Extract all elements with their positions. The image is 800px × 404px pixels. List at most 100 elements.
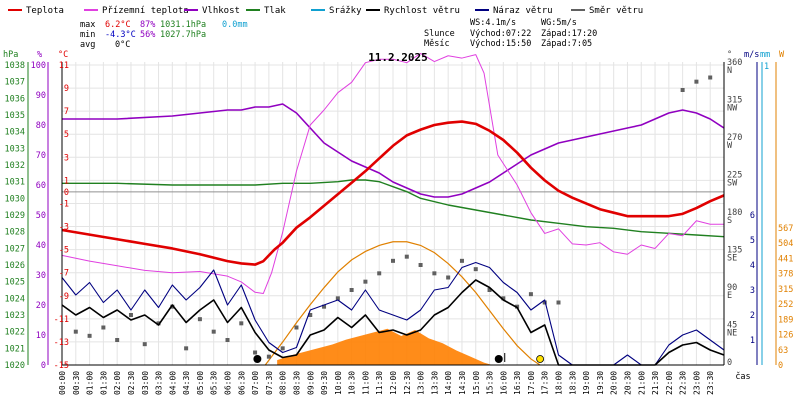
wind-tick-label: 6 [750, 211, 755, 221]
wind-direction-point [473, 267, 478, 272]
x-tick-label: 06:00 [224, 371, 233, 395]
wind-direction-point [225, 338, 230, 342]
wind-direction-point [708, 75, 713, 80]
rain-axis-label: mm [760, 50, 770, 60]
x-tick-label: 05:00 [196, 371, 205, 395]
x-tick-label: 23:30 [706, 371, 715, 395]
x-tick-label: 02:30 [127, 371, 136, 395]
humidity-line [62, 103, 725, 198]
wind-direction-point [101, 325, 106, 330]
hpa-tick-label: 1033 [5, 144, 25, 154]
temp-tick-label: -5 [59, 246, 69, 256]
x-tick-label: 05:30 [210, 371, 219, 395]
x-tick-label: 19:00 [582, 371, 591, 395]
hpa-tick-label: 1025 [5, 278, 25, 288]
humidity-tick-label: 0 [41, 361, 46, 371]
legend-label: Rychlost větru [384, 6, 460, 16]
humidity-tick-label: 30 [36, 271, 46, 281]
legend-label: Srážky [329, 6, 362, 16]
wind-direction-point [266, 354, 271, 359]
sunset-marker [536, 355, 545, 363]
x-tick-label: 07:00 [251, 371, 260, 395]
hpa-tick-label: 1028 [5, 228, 25, 238]
wind-direction-point [487, 288, 492, 292]
wind-direction-point [694, 79, 699, 84]
direction-name-label: SW [727, 179, 738, 189]
x-tick-label: 17:00 [527, 371, 536, 395]
wind-direction-point [542, 300, 547, 305]
x-tick-label: 10:30 [348, 371, 357, 395]
temp-tick-label: 1 [64, 176, 69, 186]
x-tick-label: 09:30 [320, 371, 329, 395]
x-tick-label: 00:30 [72, 371, 81, 395]
direction-tick-label: 360 [727, 58, 742, 68]
hpa-tick-label: 1021 [5, 344, 25, 354]
legend: Teplota Přízemní teplota Vlhkost Tlak Srážky… [8, 6, 643, 16]
legend-label: Vlhkost [202, 6, 240, 16]
wind-direction-point [528, 292, 533, 297]
ground-temperature-line [61, 52, 724, 294]
radiation-tick-label: 378 [778, 270, 793, 280]
x-tick-label: 17:30 [541, 371, 550, 395]
x-tick-label: 15:00 [472, 371, 481, 395]
x-tick-label: 22:30 [679, 371, 688, 395]
direction-tick-label: 0 [727, 358, 732, 368]
temp-tick-label: -15 [54, 361, 69, 371]
wind-direction-point [170, 304, 175, 309]
rain-tick-label: 1 [764, 62, 769, 72]
x-tick-label: 02:00 [113, 371, 122, 395]
wind-direction-point [501, 296, 506, 301]
direction-name-label: S [727, 216, 732, 226]
radiation-tick-label: 441 [778, 254, 793, 264]
stat-text: avg [80, 40, 95, 50]
wind-tick-label: 5 [750, 236, 755, 246]
stat-text: 0°C [115, 40, 130, 50]
x-tick-label: 20:00 [610, 371, 619, 395]
hpa-tick-label: 1026 [5, 261, 25, 271]
wind-direction-point [322, 304, 327, 309]
wind-direction-point [308, 313, 313, 317]
direction-name-label: SE [727, 254, 737, 264]
wind-tick-label: 4 [750, 261, 755, 271]
legend-label: Tlak [264, 6, 286, 16]
x-tick-label: 06:30 [237, 371, 246, 395]
radiation-tick-label: 315 [778, 285, 793, 295]
x-tick-label: 01:00 [86, 371, 95, 395]
x-tick-label: 11:00 [361, 371, 370, 395]
wind-tick-label: 3 [750, 286, 755, 296]
x-tick-label: 21:00 [637, 371, 646, 395]
humidity-tick-label: 100 [31, 61, 46, 71]
x-tick-label: 14:00 [444, 371, 453, 395]
stat-text: 1031.1hPa [160, 20, 206, 30]
stat-text: WG:5m/s [541, 18, 577, 28]
x-tick-label: 00:00 [58, 371, 67, 395]
wind-direction-point [556, 300, 561, 305]
wind-direction-point [156, 321, 161, 326]
hpa-tick-label: 1029 [5, 211, 25, 221]
markers [253, 353, 545, 363]
wind-direction-point [184, 346, 189, 351]
wind-direction-point [459, 258, 464, 263]
stat-text: 1027.7hPa [160, 30, 206, 40]
radiation-tick-label: 567 [778, 224, 793, 234]
direction-tick-label: 270 [727, 133, 742, 143]
hpa-tick-label: 1032 [5, 161, 25, 171]
wind-direction-point [391, 258, 395, 263]
wind-direction-point [446, 275, 451, 280]
temp-tick-label: -13 [54, 338, 69, 348]
wind-direction-point [73, 329, 78, 334]
x-tick-label: 16:30 [513, 371, 522, 395]
temp-axis-label: °C [58, 50, 68, 60]
hpa-tick-label: 1024 [5, 294, 25, 304]
temp-tick-label: 9 [64, 84, 69, 94]
temp-tick-label: 5 [64, 130, 69, 140]
wind-direction-point [128, 313, 133, 317]
x-tick-label: 04:00 [168, 371, 177, 395]
wind-direction-point [349, 288, 354, 292]
direction-tick-label: 315 [727, 96, 742, 106]
temp-tick-label: 11 [59, 61, 69, 71]
legend-label: Náraz větru [493, 6, 553, 16]
stat-text: Východ:15:50 [470, 39, 531, 49]
wind-direction-point [211, 329, 216, 334]
direction-name-label: E [727, 291, 732, 301]
